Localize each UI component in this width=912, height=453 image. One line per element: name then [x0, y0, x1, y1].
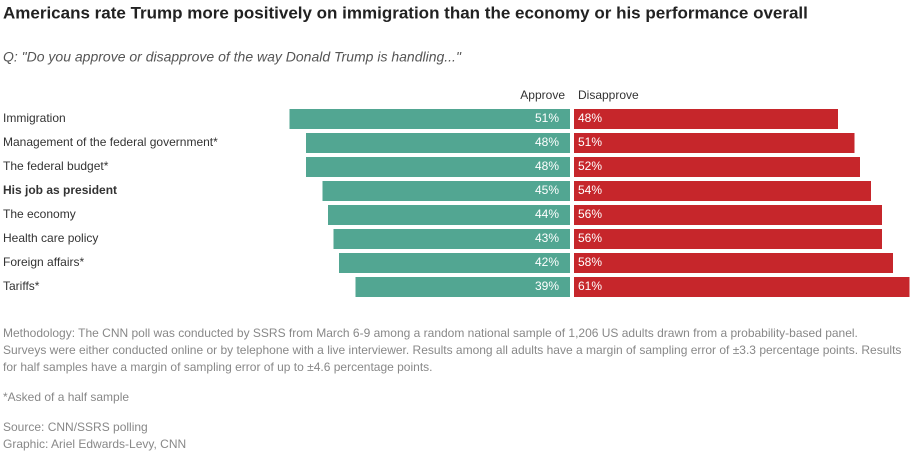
bar [574, 181, 871, 201]
bar [355, 277, 570, 297]
value-label: 54% [578, 183, 602, 197]
bar [322, 181, 570, 201]
value-label: 43% [535, 231, 559, 245]
bar [574, 253, 893, 273]
legend-entry: Approve [520, 88, 565, 102]
category-label: The economy [3, 207, 76, 221]
credit: Graphic: Ariel Edwards-Levy, CNN [3, 437, 186, 451]
source: Source: CNN/SSRS polling [3, 420, 148, 434]
bar [574, 277, 910, 297]
value-label: 39% [535, 279, 559, 293]
bar [339, 253, 570, 273]
value-label: 56% [578, 207, 602, 221]
value-label: 44% [535, 207, 559, 221]
value-label: 51% [578, 135, 602, 149]
bar [289, 109, 570, 129]
category-label: Management of the federal government* [3, 135, 218, 149]
methodology: for half samples have a margin of sampli… [3, 360, 433, 374]
category-label: Health care policy [3, 231, 98, 245]
bar [333, 229, 570, 249]
category-label: Foreign affairs* [3, 255, 84, 269]
category-label: The federal budget* [3, 159, 109, 173]
value-label: 42% [535, 255, 559, 269]
legend-entry: Disapprove [578, 88, 639, 102]
bar [574, 133, 855, 153]
value-label: 58% [578, 255, 602, 269]
bar [574, 229, 882, 249]
chart-title: Americans rate Trump more positively on … [3, 3, 808, 22]
category-label: His job as president [3, 183, 117, 197]
value-label: 48% [535, 159, 559, 173]
category-label: Immigration [3, 111, 66, 125]
category-label: Tariffs* [3, 279, 40, 293]
value-label: 51% [535, 111, 559, 125]
bar [306, 133, 570, 153]
value-label: 48% [535, 135, 559, 149]
methodology: Methodology: The CNN poll was conducted … [3, 326, 858, 340]
value-label: 52% [578, 159, 602, 173]
note: *Asked of a half sample [3, 390, 129, 404]
value-label: 48% [578, 111, 602, 125]
bar [306, 157, 570, 177]
bar [574, 109, 838, 129]
value-label: 61% [578, 279, 602, 293]
bar [328, 205, 570, 225]
methodology: Surveys were either conducted online or … [3, 343, 901, 357]
bar [574, 205, 882, 225]
chart-subtitle: Q: "Do you approve or disapprove of the … [3, 49, 462, 65]
value-label: 56% [578, 231, 602, 245]
bar [574, 157, 860, 177]
value-label: 45% [535, 183, 559, 197]
